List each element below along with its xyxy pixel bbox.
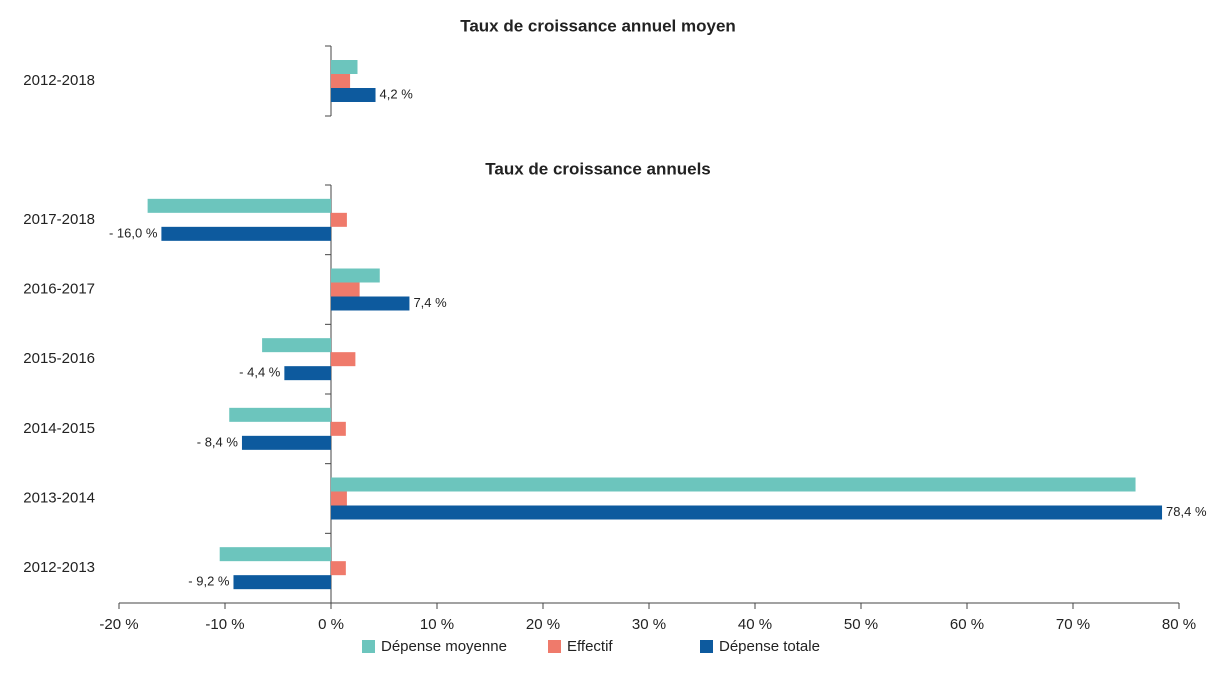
y-tick-label: 2012-2013 — [23, 559, 95, 576]
x-tick-label: 0 % — [318, 616, 344, 633]
x-tick-label: 40 % — [738, 616, 772, 633]
bar — [331, 352, 356, 367]
data-label: - 8,4 % — [197, 434, 239, 449]
data-label: - 16,0 % — [109, 225, 158, 240]
bar — [219, 547, 331, 562]
bar — [233, 575, 331, 590]
bar — [331, 477, 1136, 492]
x-tick-label: -20 % — [99, 616, 138, 633]
legend-label: Effectif — [567, 638, 613, 655]
y-tick-label: 2015-2016 — [23, 350, 95, 367]
bar — [331, 282, 360, 297]
y-tick-label: 2016-2017 — [23, 280, 95, 297]
legend-label: Dépense moyenne — [381, 638, 507, 655]
x-tick-label: -10 % — [205, 616, 244, 633]
legend-label: Dépense totale — [719, 638, 820, 655]
bar — [331, 296, 410, 311]
bar — [331, 212, 347, 227]
bar — [229, 407, 331, 422]
bar — [331, 561, 346, 576]
bar — [241, 435, 331, 450]
data-label: - 9,2 % — [188, 574, 230, 589]
bar — [331, 74, 351, 88]
data-label: 78,4 % — [1166, 504, 1207, 519]
bar — [262, 338, 331, 353]
bar — [331, 60, 358, 74]
x-tick-label: 10 % — [420, 616, 454, 633]
x-tick-label: 50 % — [844, 616, 878, 633]
y-tick-label: 2013-2014 — [23, 489, 95, 506]
bar — [331, 491, 347, 506]
x-tick-label: 60 % — [950, 616, 984, 633]
legend-swatch — [700, 640, 713, 653]
x-tick-label: 80 % — [1162, 616, 1196, 633]
y-tick-label: 2014-2015 — [23, 420, 95, 437]
data-label: - 4,4 % — [239, 365, 281, 380]
chart-title: Taux de croissance annuel moyen — [460, 16, 736, 35]
bar — [161, 226, 331, 241]
x-tick-label: 70 % — [1056, 616, 1090, 633]
bar — [331, 505, 1163, 520]
legend-swatch — [548, 640, 561, 653]
bar — [284, 366, 331, 381]
bar — [331, 88, 376, 102]
bar — [331, 421, 346, 436]
y-tick-label: 2012-2018 — [23, 72, 95, 89]
x-tick-label: 30 % — [632, 616, 666, 633]
bar — [331, 268, 380, 283]
data-label: 4,2 % — [380, 86, 414, 101]
bar — [147, 198, 331, 213]
legend-swatch — [362, 640, 375, 653]
chart-title: Taux de croissance annuels — [485, 159, 711, 178]
data-label: 7,4 % — [413, 295, 447, 310]
y-tick-label: 2017-2018 — [23, 211, 95, 228]
x-tick-label: 20 % — [526, 616, 560, 633]
